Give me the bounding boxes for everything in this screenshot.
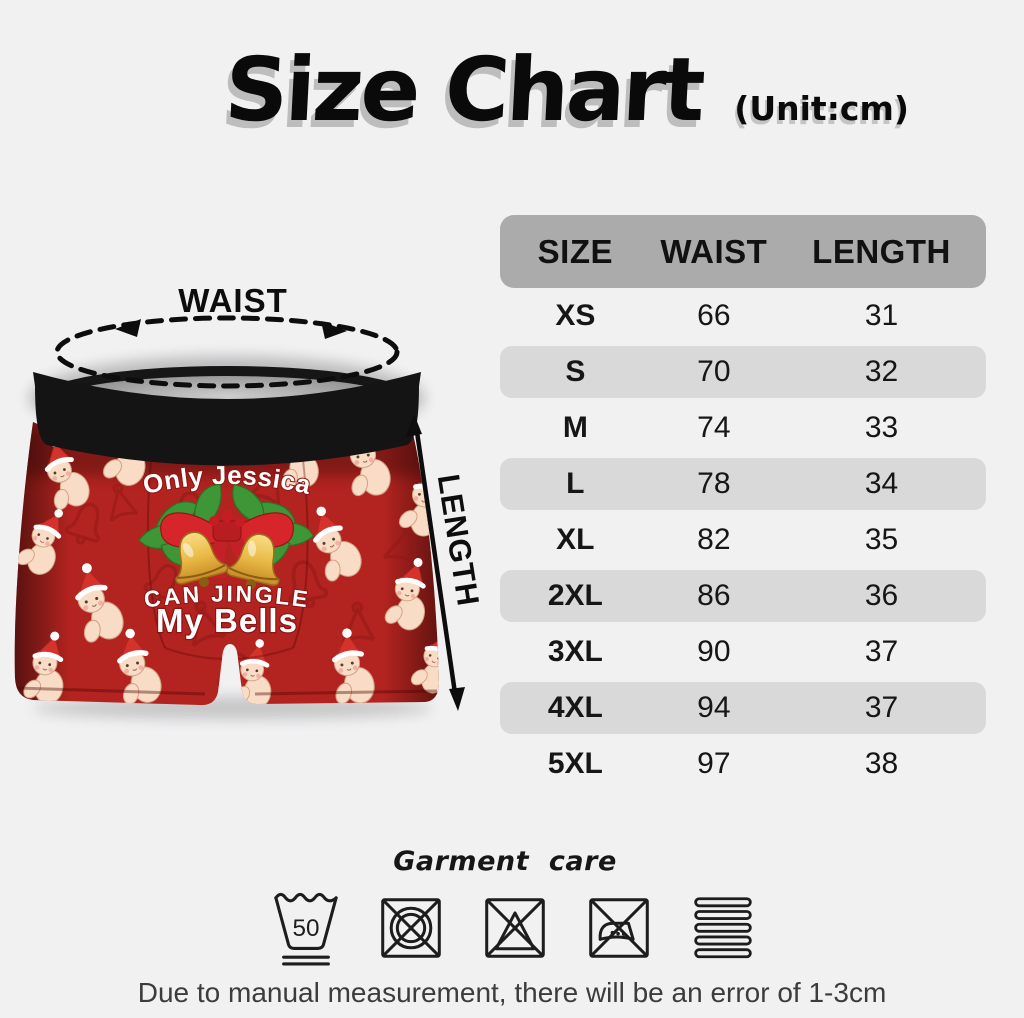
print-line3: My Bells [156, 602, 298, 639]
row-waist: 86 [697, 579, 731, 612]
measurement-disclaimer: Due to manual measurement, there will be… [137, 977, 887, 1008]
size-table: SIZE WAIST LENGTH XS 66 31 S 70 32 M 74 … [500, 215, 986, 792]
waistband-front [33, 372, 421, 466]
column-header-size: SIZE [537, 232, 613, 270]
row-size: S [565, 355, 586, 388]
boxer-briefs: Only Jessica [14, 366, 440, 710]
waist-dimension-annotation: WAIST [54, 282, 400, 389]
table-row: 4XL 94 37 [500, 682, 986, 734]
arrow-up-icon [406, 414, 422, 437]
garment-care-title: Garment care [393, 846, 617, 877]
wash-temp-label: 50 [293, 915, 320, 942]
row-length: 38 [864, 747, 899, 780]
do-not-iron-icon [589, 898, 649, 958]
boxer-print: Only Jessica [137, 459, 315, 640]
dry-flat-icon [694, 897, 752, 959]
product-image: Only Jessica [14, 282, 485, 719]
column-header-length: LENGTH [812, 232, 951, 270]
column-header-waist: WAIST [660, 232, 768, 270]
table-row: 3XL 90 37 [500, 624, 986, 680]
row-length: 37 [864, 691, 899, 724]
page-header: Size Chart (Unit:cm) [55, 38, 1024, 141]
table-row: L 78 34 [500, 458, 986, 510]
jingle-bells-graphic [137, 477, 315, 590]
row-length: 31 [864, 299, 899, 332]
row-waist: 90 [697, 635, 731, 668]
row-size: L [566, 467, 585, 500]
row-waist: 82 [697, 523, 731, 556]
row-waist: 70 [697, 355, 731, 388]
row-size: M [562, 411, 588, 444]
row-length: 33 [864, 411, 899, 444]
row-length: 32 [864, 355, 899, 388]
row-size: XS [555, 299, 596, 332]
bell [175, 531, 229, 588]
row-length: 35 [864, 523, 899, 556]
arrow-left-icon [115, 319, 141, 337]
row-length: 34 [864, 467, 899, 500]
row-length: 36 [864, 579, 899, 612]
waist-label: WAIST [178, 282, 288, 319]
do-not-tumble-dry-icon [381, 898, 441, 958]
row-length: 37 [864, 635, 899, 668]
row-waist: 94 [697, 691, 731, 724]
arrow-down-icon [449, 687, 465, 711]
do-not-bleach-icon [485, 898, 545, 958]
table-row: XL 82 35 [500, 512, 986, 568]
row-size: XL [556, 523, 595, 556]
row-size: 4XL [547, 691, 603, 724]
bell [226, 533, 280, 590]
table-row: S 70 32 [500, 346, 986, 398]
unit-label: (Unit:cm) [734, 89, 909, 128]
row-waist: 74 [697, 411, 731, 444]
table-row: XS 66 31 [500, 288, 986, 344]
row-size: 5XL [547, 747, 603, 780]
waist-measure-ellipse [54, 315, 400, 389]
page-title: Size Chart [222, 38, 705, 141]
row-size: 3XL [547, 635, 603, 668]
table-row: M 74 33 [500, 400, 986, 456]
machine-wash-50-icon: 50 [274, 892, 338, 966]
size-table-header: SIZE WAIST LENGTH [500, 215, 986, 288]
row-waist: 66 [697, 299, 731, 332]
care-icons-row: 50 [2, 888, 1024, 968]
row-waist: 97 [697, 747, 731, 780]
table-row: 5XL 97 38 [500, 736, 986, 792]
row-waist: 78 [697, 467, 731, 500]
row-size: 2XL [547, 579, 603, 612]
arrow-right-icon [321, 321, 347, 339]
table-row: 2XL 86 36 [500, 570, 986, 622]
